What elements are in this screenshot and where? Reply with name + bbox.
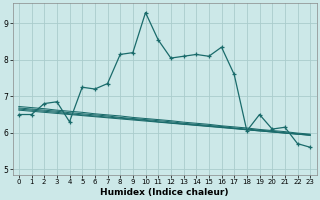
X-axis label: Humidex (Indice chaleur): Humidex (Indice chaleur) [100, 188, 229, 197]
